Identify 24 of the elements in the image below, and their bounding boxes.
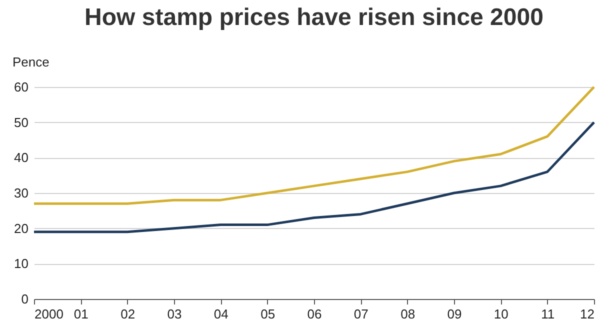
y-tick-label: 50 xyxy=(14,114,28,130)
chart-title: How stamp prices have risen since 2000 xyxy=(84,4,544,31)
x-tick-label: 2000 xyxy=(34,306,64,322)
x-tick-label: 10 xyxy=(494,306,508,322)
y-tick-label: 10 xyxy=(14,256,28,272)
y-tick-label: 0 xyxy=(21,292,28,306)
x-tick-label: 12 xyxy=(580,306,594,322)
line-series xyxy=(32,121,596,234)
x-tick-label: 07 xyxy=(354,306,368,322)
x-tick-label: 03 xyxy=(167,306,182,322)
x-tick-label: 02 xyxy=(120,306,136,322)
x-tick-label: 09 xyxy=(447,306,462,322)
x-tick-label: 05 xyxy=(260,306,276,322)
line-series xyxy=(32,86,596,205)
y-tick-label: 30 xyxy=(14,186,28,200)
y-tick-label: 60 xyxy=(14,80,28,94)
x-tick-label: 08 xyxy=(400,306,416,322)
x-tick-label: 11 xyxy=(541,306,555,322)
y-tick-label: 40 xyxy=(14,150,28,166)
y-tick-label: 20 xyxy=(14,220,28,236)
x-tick-label: 01 xyxy=(74,306,88,322)
x-tick-label: 04 xyxy=(214,306,228,322)
y-axis-title: Pence xyxy=(12,54,50,70)
x-tick-label: 06 xyxy=(307,306,322,322)
